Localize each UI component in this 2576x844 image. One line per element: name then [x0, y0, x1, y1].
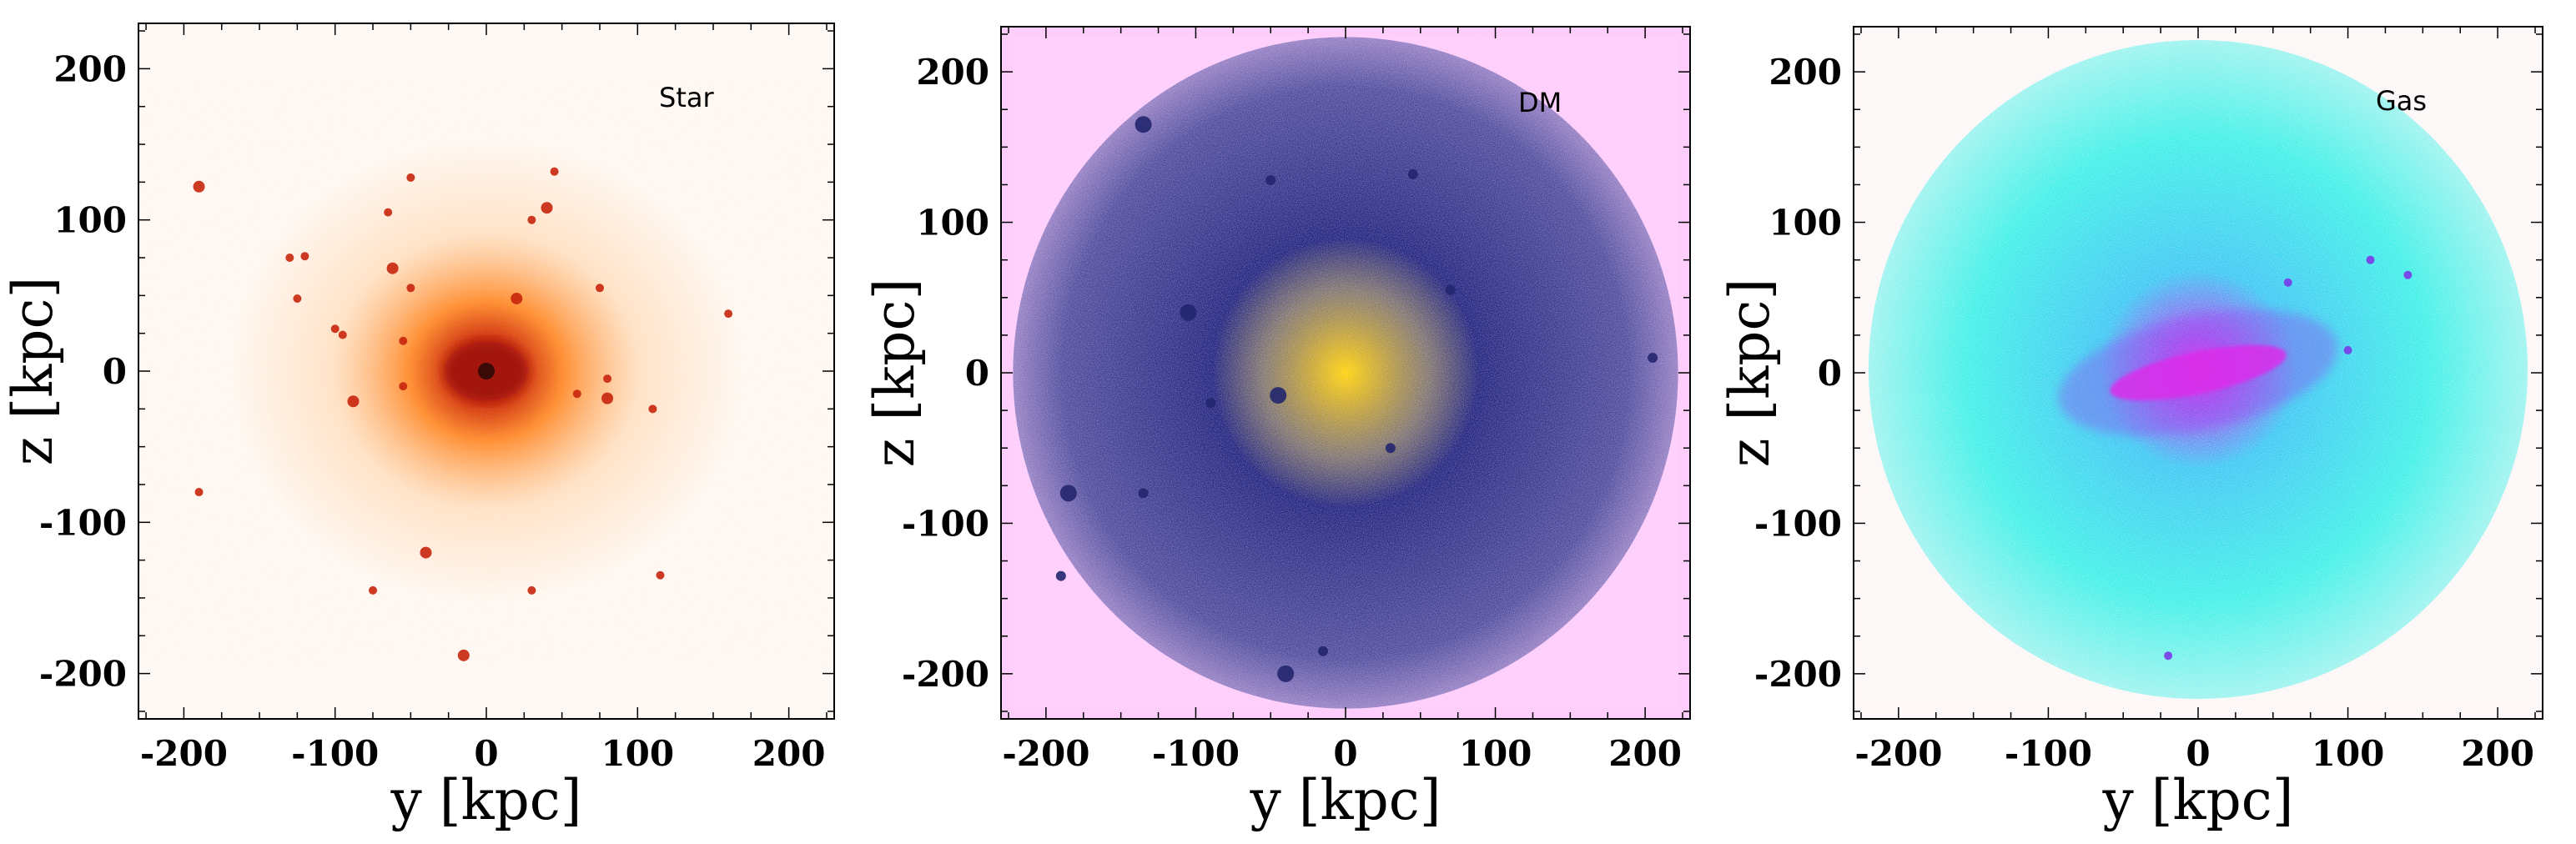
star-x-tick-label: 200 — [752, 733, 826, 774]
dm-speckle — [1013, 37, 1678, 709]
gas-x-tick-label: 200 — [2461, 733, 2534, 774]
star-subhalo — [541, 202, 553, 214]
star-subhalo — [406, 284, 415, 293]
gas-x-tick-label: -100 — [2005, 733, 2092, 774]
dm-subhalo — [1180, 304, 1197, 321]
star-subhalo — [550, 167, 559, 176]
dm-subhalo — [1135, 116, 1152, 133]
star-panel-label: Star — [659, 82, 714, 113]
star-x-tick-label: -100 — [291, 733, 379, 774]
star-subhalo — [527, 215, 536, 224]
dm-subhalo — [1270, 387, 1287, 404]
dm-subhalo — [1055, 570, 1066, 581]
star-subhalo — [527, 585, 536, 595]
star-subhalo — [656, 570, 665, 580]
star-subhalo — [601, 392, 614, 404]
star-subhalo — [603, 374, 612, 384]
star-subhalo — [457, 649, 470, 661]
star-subhalo — [406, 173, 415, 182]
dm-subhalo — [1445, 284, 1456, 295]
dm-x-tick-label: -100 — [1152, 733, 1240, 774]
gas-subhalo — [2366, 255, 2375, 264]
dm-x-tick-label: -200 — [1002, 733, 1089, 774]
star-subhalo — [194, 488, 204, 497]
panel-dm: -200 -100 0 100 200 -200 -100 0 100 200 y [kpc] z [… — [863, 26, 1691, 832]
gas-y-tick-label: -200 — [1754, 654, 1842, 695]
dm-x-tick-label: 100 — [1459, 733, 1532, 774]
star-subhalo — [386, 262, 399, 274]
gas-y-tick-label: -100 — [1754, 503, 1842, 544]
gas-panel-label: Gas — [2376, 85, 2427, 117]
star-subhalo — [347, 395, 360, 408]
star-subhalo — [369, 585, 378, 595]
dm-subhalo — [1059, 485, 1077, 502]
panel-gas: -200 -100 0 100 200 -200 -100 0 100 200 y [kpc] z [… — [1718, 26, 2543, 832]
dm-subhalo — [1385, 443, 1396, 454]
dm-subhalo — [1407, 168, 1418, 179]
star-subhalo — [330, 324, 340, 334]
star-subhalo — [384, 208, 393, 217]
gas-y-axis-label: z [kpc] — [1718, 279, 1782, 467]
star-subhalo — [293, 294, 302, 303]
star-x-tick-label: 100 — [601, 733, 674, 774]
star-subhalo — [338, 330, 347, 339]
star-subhalo — [724, 309, 733, 319]
gas-x-axis-label: y [kpc] — [2102, 768, 2294, 832]
star-subhalo — [572, 389, 581, 399]
dm-y-tick-label: 0 — [965, 353, 989, 394]
dm-subhalo — [1205, 398, 1216, 409]
star-subhalo — [193, 180, 205, 193]
star-subhalo — [399, 382, 408, 391]
dm-subhalo — [1277, 665, 1295, 682]
dm-x-axis-label: y [kpc] — [1250, 768, 1441, 832]
gas-x-tick-label: -200 — [1854, 733, 1942, 774]
star-x-tick-label: -200 — [140, 733, 228, 774]
star-subhalo — [420, 546, 432, 559]
dm-y-tick-label: -100 — [902, 503, 989, 544]
panel-star: -200 -100 0 100 200 -200 -100 0 100 200 y [kpc] z [… — [1, 23, 835, 832]
star-x-axis-label: y [kpc] — [390, 768, 582, 832]
star-y-tick-label: 0 — [103, 351, 127, 392]
gas-subhalo — [2403, 270, 2412, 279]
dm-subhalo — [1265, 175, 1276, 186]
star-y-tick-label: -200 — [39, 654, 127, 695]
dm-subhalo — [1318, 646, 1329, 656]
dm-y-tick-label: -200 — [902, 654, 989, 695]
star-subhalo — [399, 336, 408, 345]
dm-x-tick-label: 200 — [1608, 733, 1682, 774]
star-x-tick-label: 0 — [474, 733, 498, 774]
gas-y-tick-label: 100 — [1768, 203, 1842, 244]
dm-y-tick-label: 200 — [916, 52, 989, 93]
star-image — [138, 23, 834, 719]
dm-subhalo — [1648, 352, 1658, 363]
gas-x-tick-label: 100 — [2312, 733, 2385, 774]
gas-y-tick-label: 0 — [1818, 353, 1842, 394]
gas-subhalo — [2164, 651, 2173, 661]
star-subhalo — [285, 254, 294, 263]
dm-x-tick-label: 0 — [1333, 733, 1357, 774]
dm-image — [1001, 27, 1690, 719]
dm-y-tick-label: 100 — [916, 203, 989, 244]
star-subhalo — [595, 284, 604, 293]
star-y-axis-label: z [kpc] — [1, 277, 65, 465]
dm-subhalo — [1138, 488, 1149, 499]
star-y-tick-label: -100 — [39, 502, 127, 543]
star-y-tick-label: 100 — [53, 200, 127, 241]
dm-panel-label: DM — [1518, 87, 1562, 118]
star-subhalo — [648, 404, 657, 414]
star-y-tick-label: 200 — [53, 48, 127, 89]
gas-subhalo — [2283, 278, 2292, 287]
gas-subhalo — [2343, 345, 2352, 354]
gas-y-tick-label: 200 — [1768, 52, 1842, 93]
star-subhalo — [300, 252, 309, 261]
dm-y-axis-label: z [kpc] — [863, 279, 927, 467]
gas-image — [1854, 27, 2543, 719]
star-subhalo — [511, 292, 523, 304]
gas-inner-region — [2058, 309, 2338, 436]
stellar-core — [478, 363, 495, 379]
gas-x-tick-label: 0 — [2186, 733, 2210, 774]
